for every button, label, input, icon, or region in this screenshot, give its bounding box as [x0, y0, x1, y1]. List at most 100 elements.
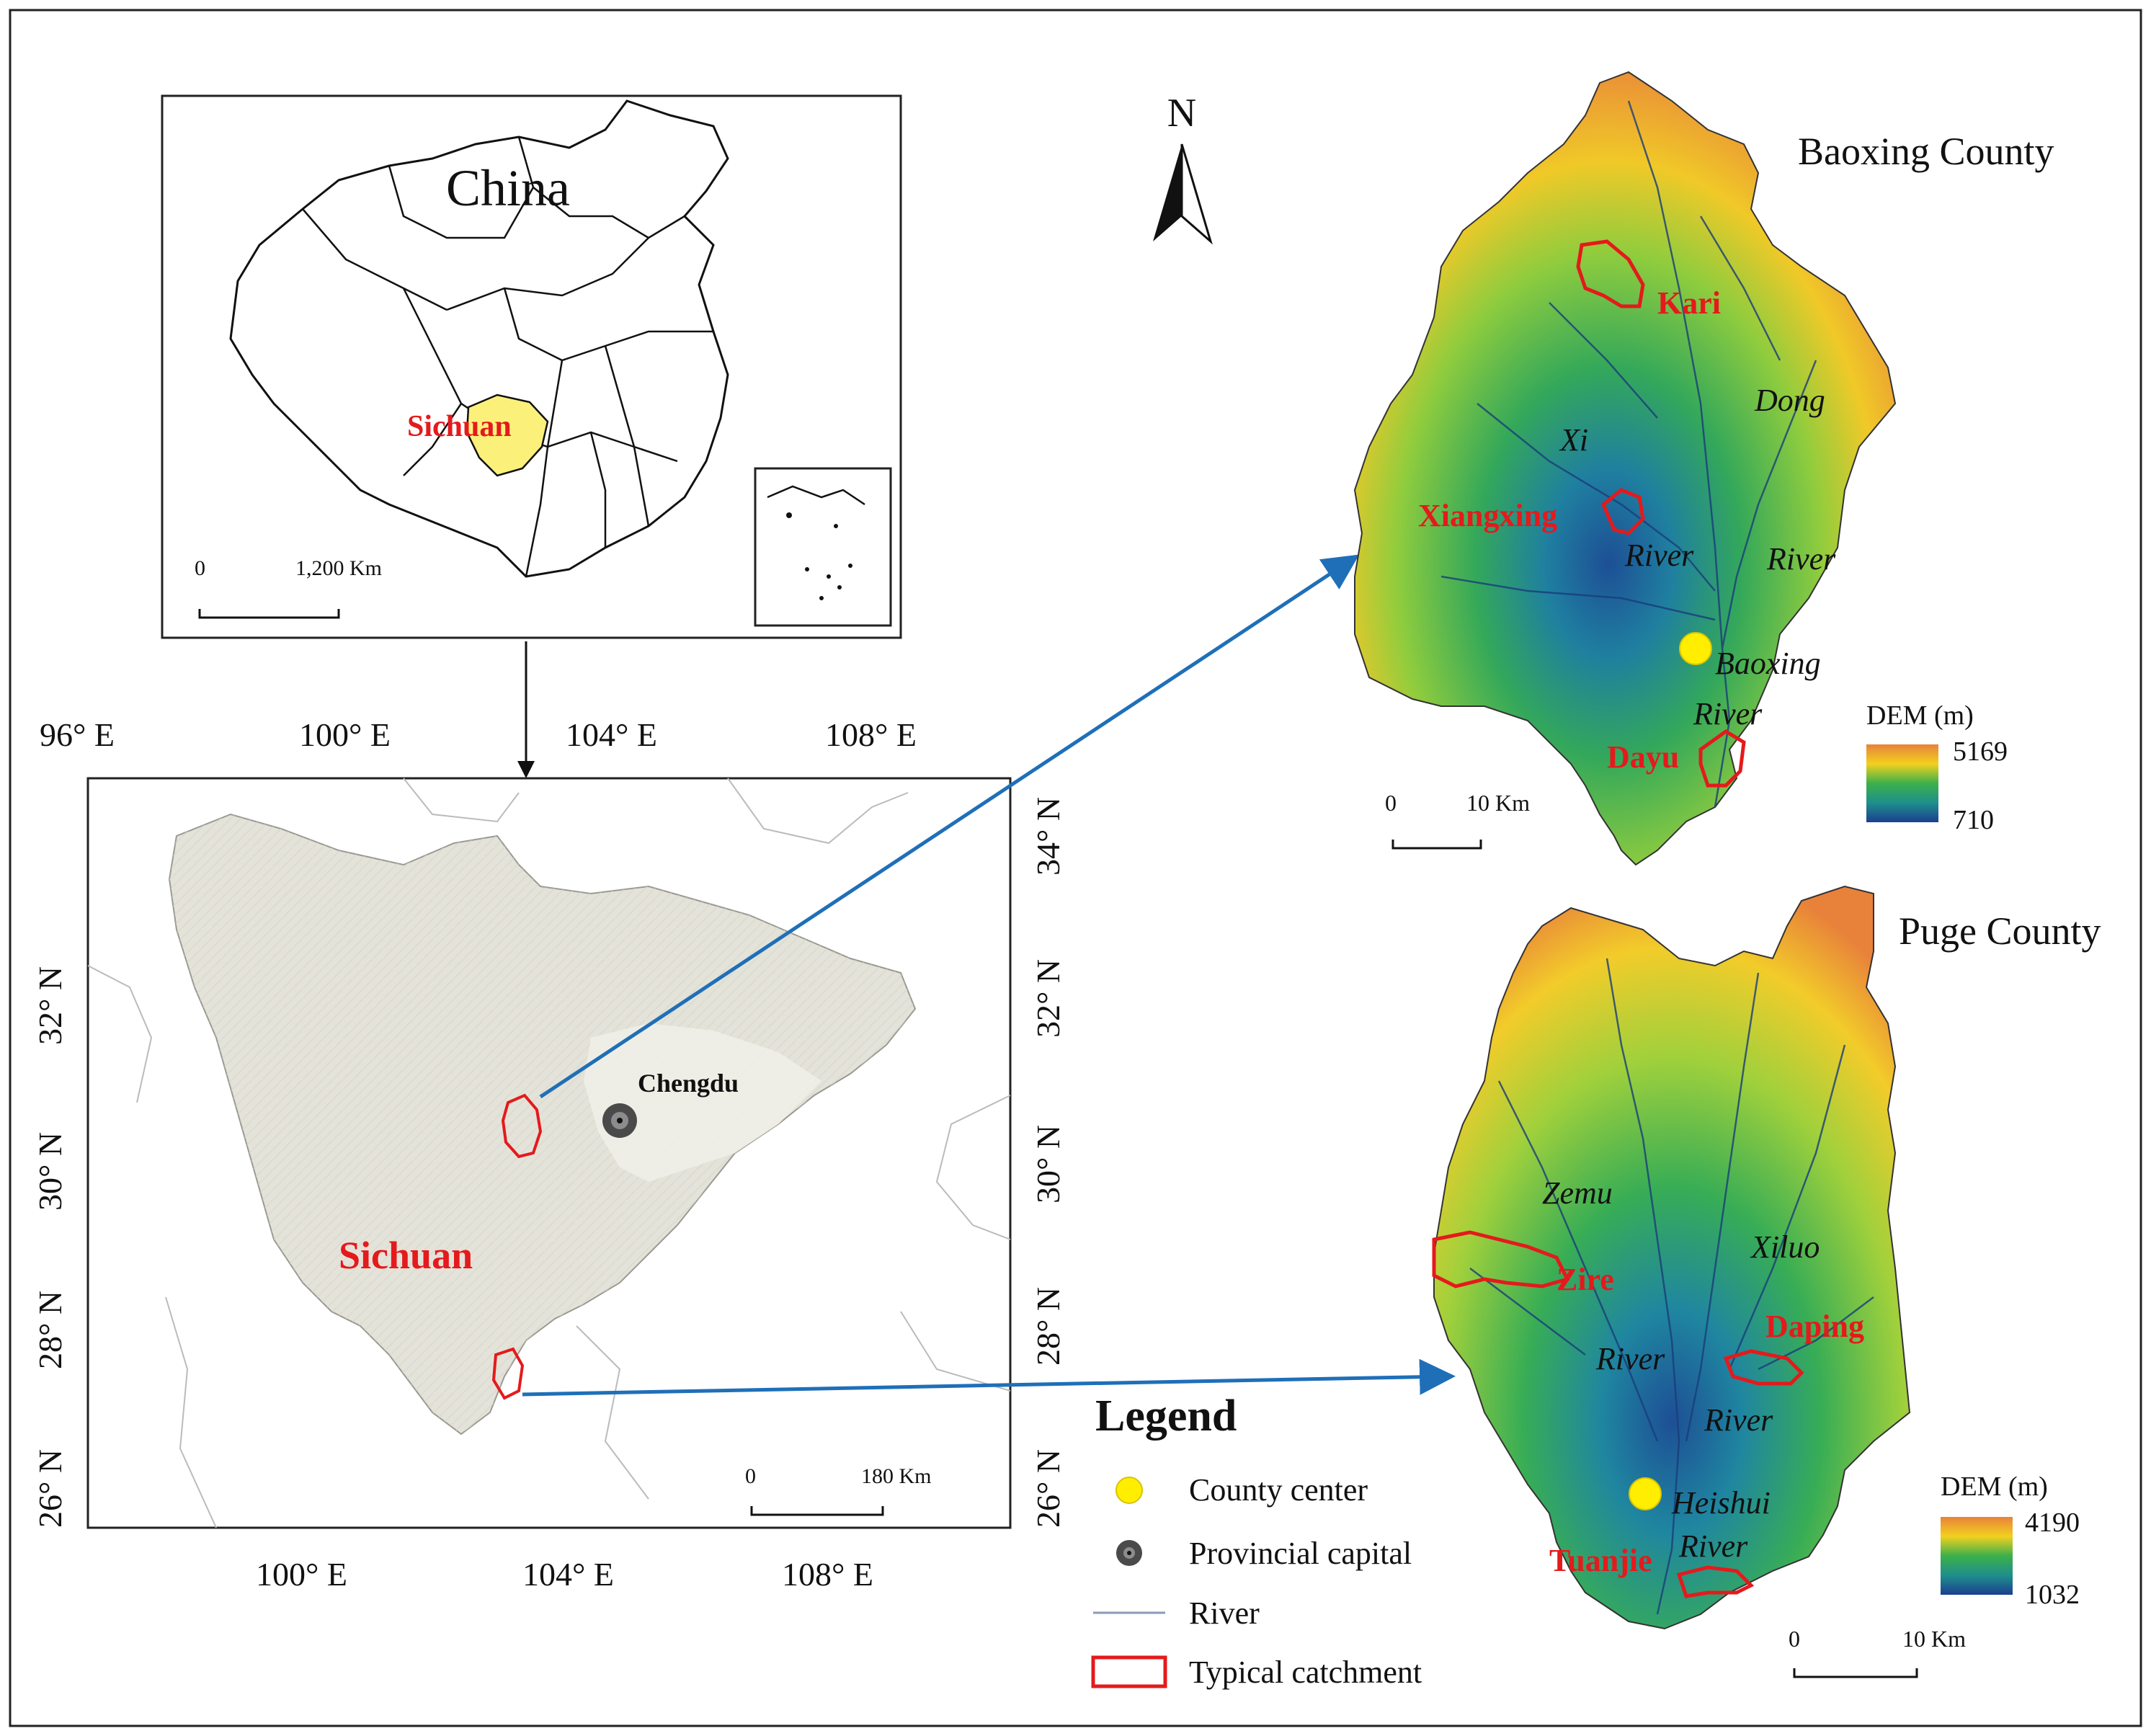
catchment-puge-location	[491, 1347, 525, 1400]
sichuan-scale-distance: 180 Km	[861, 1464, 932, 1488]
chengdu-symbol	[602, 1103, 637, 1138]
label-xiangxing: Xiangxing	[1418, 498, 1557, 533]
baoxing-scale-bar: 0 10 Km	[1385, 790, 1530, 850]
baoxing-rivers	[1440, 100, 1817, 808]
baoxing-dem-legend: DEM (m) 5169 710	[1866, 700, 2008, 835]
bottom-tick-3: 108° E	[782, 1556, 873, 1593]
river-xi: Xi	[1559, 422, 1588, 458]
baoxing-title: Baoxing County	[1798, 130, 2054, 173]
catchment-kari	[1576, 239, 1645, 308]
china-title: China	[446, 159, 570, 217]
map-legend: Legend County center Provincial capital …	[1091, 1392, 1422, 1690]
label-daping: Daping	[1765, 1309, 1864, 1344]
catchment-daping	[1723, 1349, 1804, 1386]
sichuan-terrain-texture	[169, 814, 915, 1434]
sichuan-basin	[584, 1023, 821, 1182]
china-inset: China Sichuan 0 1,200 Km	[161, 94, 902, 639]
right-tick-4: 28° N	[1030, 1287, 1066, 1366]
label-kari: Kari	[1657, 285, 1721, 321]
legend-item-provincial-capital: Provincial capital	[1116, 1536, 1412, 1571]
river-heishui: Heishui	[1671, 1485, 1771, 1521]
legend-river-label: River	[1189, 1595, 1260, 1631]
left-tick-1: 32° N	[32, 966, 68, 1045]
river-baoxing-suffix: River	[1693, 696, 1763, 731]
baoxing-map: Kari Xiangxing Dayu Xi River Dong River …	[1353, 71, 2054, 866]
south-china-sea-islands	[786, 512, 852, 600]
left-tick-3: 28° N	[32, 1291, 68, 1369]
legend-item-river: River	[1093, 1595, 1260, 1631]
sichuan-map-label: Sichuan	[339, 1234, 473, 1277]
bottom-tick-2: 104° E	[522, 1556, 614, 1593]
neighbor-boundaries	[87, 778, 1011, 1528]
top-tick-4: 108° E	[825, 716, 917, 753]
legend-county-center-label: County center	[1189, 1472, 1368, 1508]
legend-capital-label: Provincial capital	[1189, 1536, 1412, 1571]
puge-scale-bar: 0 10 Km	[1789, 1626, 1966, 1678]
legend-capital-dot	[1127, 1551, 1131, 1555]
baoxing-dem-max: 5169	[1953, 736, 2008, 767]
puge-dem-title: DEM (m)	[1941, 1472, 2048, 1502]
south-china-sea-inset	[754, 467, 892, 627]
river-zemu-suffix: River	[1595, 1341, 1665, 1376]
legend-catchment-label: Typical catchment	[1189, 1655, 1422, 1690]
left-tick-2: 30° N	[32, 1132, 68, 1211]
legend-catchment-symbol	[1091, 1655, 1167, 1688]
longitude-ticks-bottom: 100° E 104° E 108° E	[256, 1556, 873, 1593]
label-dayu: Dayu	[1607, 739, 1679, 775]
river-dong: Dong	[1754, 383, 1825, 418]
puge-scale-zero: 0	[1789, 1626, 1800, 1652]
top-tick-1: 96° E	[40, 716, 115, 753]
sichuan-scale-bar: 0 180 Km	[745, 1464, 932, 1516]
legend-item-county-center: County center	[1115, 1472, 1368, 1508]
river-zemu: Zemu	[1542, 1175, 1613, 1211]
puge-dem-max: 4190	[2025, 1508, 2080, 1538]
top-tick-3: 104° E	[566, 716, 657, 753]
china-scale-bar: 0 1,200 Km	[195, 556, 382, 619]
north-arrow-left	[1153, 144, 1182, 241]
river-xiluo: Xiluo	[1750, 1229, 1820, 1265]
latitude-ticks-left: 32° N 30° N 28° N 26° N	[32, 966, 68, 1528]
baoxing-dem-min: 710	[1953, 805, 1994, 835]
catchment-dayu	[1698, 729, 1746, 788]
chengdu-label: Chengdu	[638, 1069, 739, 1098]
catchment-xiangxing	[1600, 488, 1645, 535]
label-zire: Zire	[1557, 1262, 1614, 1297]
puge-rivers	[1469, 958, 1874, 1615]
latitude-ticks-right: 34° N 32° N 30° N 28° N 26° N	[1030, 797, 1066, 1528]
river-dong-suffix: River	[1766, 541, 1836, 577]
china-outline	[229, 99, 729, 578]
sichuan-highlight	[466, 393, 549, 477]
river-heishui-suffix: River	[1678, 1528, 1748, 1564]
puge-county-center	[1629, 1477, 1662, 1510]
bottom-tick-1: 100° E	[256, 1556, 347, 1593]
right-tick-1: 34° N	[1030, 797, 1066, 876]
legend-item-catchment: Typical catchment	[1091, 1655, 1422, 1690]
north-arrow-right	[1180, 143, 1213, 245]
puge-dem-min: 1032	[2025, 1580, 2080, 1610]
right-tick-5: 26° N	[1030, 1449, 1066, 1528]
river-baoxing: Baoxing	[1715, 646, 1821, 681]
baoxing-scale-zero: 0	[1385, 790, 1397, 816]
china-scale-distance: 1,200 Km	[295, 556, 382, 580]
river-xiluo-suffix: River	[1704, 1402, 1773, 1438]
south-china-sea-coast	[767, 485, 865, 506]
north-arrow-label: N	[1167, 91, 1196, 135]
baoxing-dem	[1353, 71, 1897, 866]
arrow-to-puge	[522, 1358, 1456, 1397]
china-sichuan-label: Sichuan	[407, 410, 512, 443]
arrow-to-baoxing	[539, 554, 1360, 1099]
legend-title: Legend	[1095, 1392, 1237, 1441]
figure-border	[9, 9, 2142, 1727]
longitude-ticks-top: 96° E 100° E 104° E 108° E	[40, 716, 917, 753]
baoxing-scale-distance: 10 Km	[1466, 790, 1530, 816]
baoxing-county-center	[1679, 632, 1712, 665]
puge-dem-ramp	[1941, 1517, 2013, 1595]
right-tick-3: 30° N	[1030, 1125, 1066, 1203]
puge-title: Puge County	[1899, 909, 2101, 953]
sichuan-map: Chengdu Sichuan 0 180 Km 96° E 100° E 10…	[32, 716, 1066, 1593]
legend-county-center-symbol	[1115, 1477, 1143, 1504]
puge-map: Zire Daping Tuanjie Zemu River Xiluo Riv…	[1432, 885, 2101, 1678]
baoxing-dem-ramp	[1866, 744, 1938, 822]
label-tuanjie: Tuanjie	[1549, 1543, 1652, 1578]
